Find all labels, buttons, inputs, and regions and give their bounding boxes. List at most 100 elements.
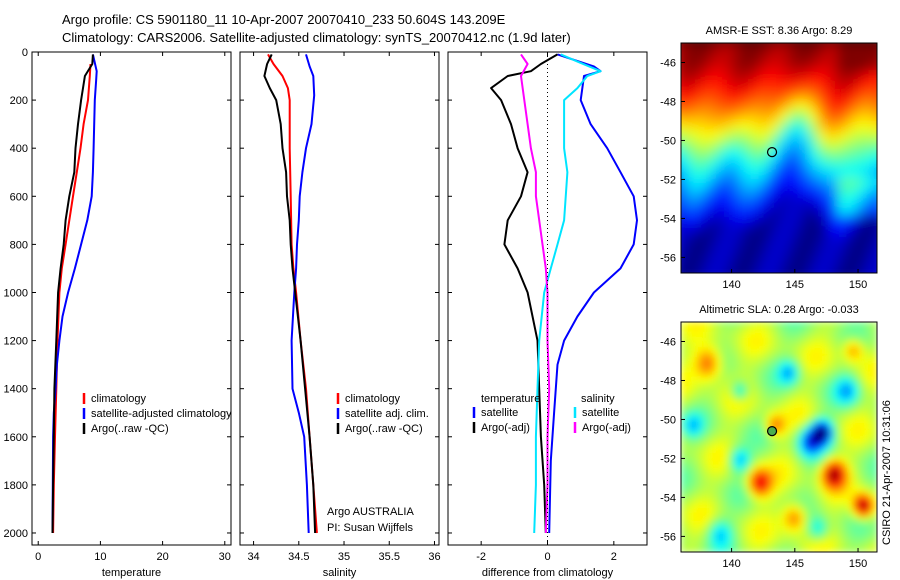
sla-cell [700,512,706,518]
sla-cell [734,537,741,543]
sla-cell [681,367,687,373]
sst-cell [779,43,790,54]
sla-cell [744,427,751,433]
sla-cell [852,467,858,473]
sst-cell [759,52,770,63]
sla-cell [730,437,736,443]
sst-cell [769,148,780,159]
sla-cell [852,342,858,348]
sla-cell [754,407,760,413]
sla-cell [818,442,824,448]
sla-cell [798,522,804,528]
sla-cell [823,422,829,428]
sst-cell [710,43,721,54]
sla-cell [759,547,765,552]
y-tick-label: 2000 [4,528,28,540]
sst-cell [681,196,692,207]
sla-cell [847,412,853,418]
sla-cell [867,532,873,538]
sla-cell [813,527,819,533]
sla-cell [681,427,687,433]
sla-cell [681,467,687,473]
sla-cell [734,437,741,443]
sla-cell [715,352,721,358]
sla-cell [705,407,711,413]
sla-cell [739,457,746,463]
sla-cell [862,532,868,538]
sla-cell [788,332,795,338]
sst-cell [788,244,800,255]
sla-cell [769,412,775,418]
sla-cell [803,352,809,358]
sla-cell [837,387,844,393]
sla-cell [774,477,780,483]
sst-cell [808,167,819,178]
sla-cell [700,337,706,343]
sla-cell [832,422,839,428]
series-line-climatology [52,63,92,534]
sla-cell [837,477,844,483]
sst-cell [730,43,741,54]
sla-cell [803,417,809,423]
sst-cell [877,206,887,216]
sst-cell [828,138,839,149]
sst-cell [877,120,887,130]
sst-cell [700,81,711,92]
sla-cell [769,327,775,333]
sla-cell [818,427,824,433]
sla-cell [734,512,741,518]
sla-cell [847,382,853,388]
sla-cell [690,397,697,403]
sst-cell [739,138,751,149]
legend-group-title: salinity [581,393,615,405]
sla-cell [725,397,731,403]
sla-cell [847,472,853,478]
sst-cell [700,129,711,140]
sla-cell [754,462,760,468]
sla-cell [730,382,736,388]
sst-cell [808,119,819,130]
sla-cell [793,422,800,428]
sla-cell [783,407,790,413]
sla-cell [749,462,755,468]
sla-cell [818,392,824,398]
sla-cell [700,367,706,373]
sla-cell [867,412,873,418]
sla-cell [764,327,770,333]
sst-cell [808,244,819,255]
sla-cell [734,342,741,348]
sst-cell [710,138,721,149]
sla-cell [798,507,804,513]
sla-cell [690,522,697,528]
sla-cell [818,447,824,453]
sla-cell [754,362,760,368]
sla-cell [749,367,755,373]
sla-cell [715,342,721,348]
sla-cell [842,457,849,463]
sla-cell [685,502,692,508]
sla-cell [720,347,726,353]
sla-cell [774,527,780,533]
sst-cell [877,216,887,226]
sst-cell [857,234,868,245]
sst-cell [700,196,711,207]
sst-cell [877,148,887,158]
sla-cell [788,472,795,478]
sla-cell [813,382,819,388]
sla-cell [769,422,775,428]
sla-cell [828,497,834,503]
sst-cell [857,177,868,188]
sla-cell [813,482,819,488]
sla-cell [720,502,726,508]
sla-cell [681,372,687,378]
sla-cell [720,322,726,328]
sla-cell [842,477,849,483]
sla-cell [798,332,804,338]
x-tick-label: 145 [786,279,804,291]
sla-cell [798,427,804,433]
sla-cell [685,452,692,458]
sla-cell [759,512,765,518]
sla-cell [793,407,800,413]
sla-cell [759,532,765,538]
sla-cell [754,442,760,448]
